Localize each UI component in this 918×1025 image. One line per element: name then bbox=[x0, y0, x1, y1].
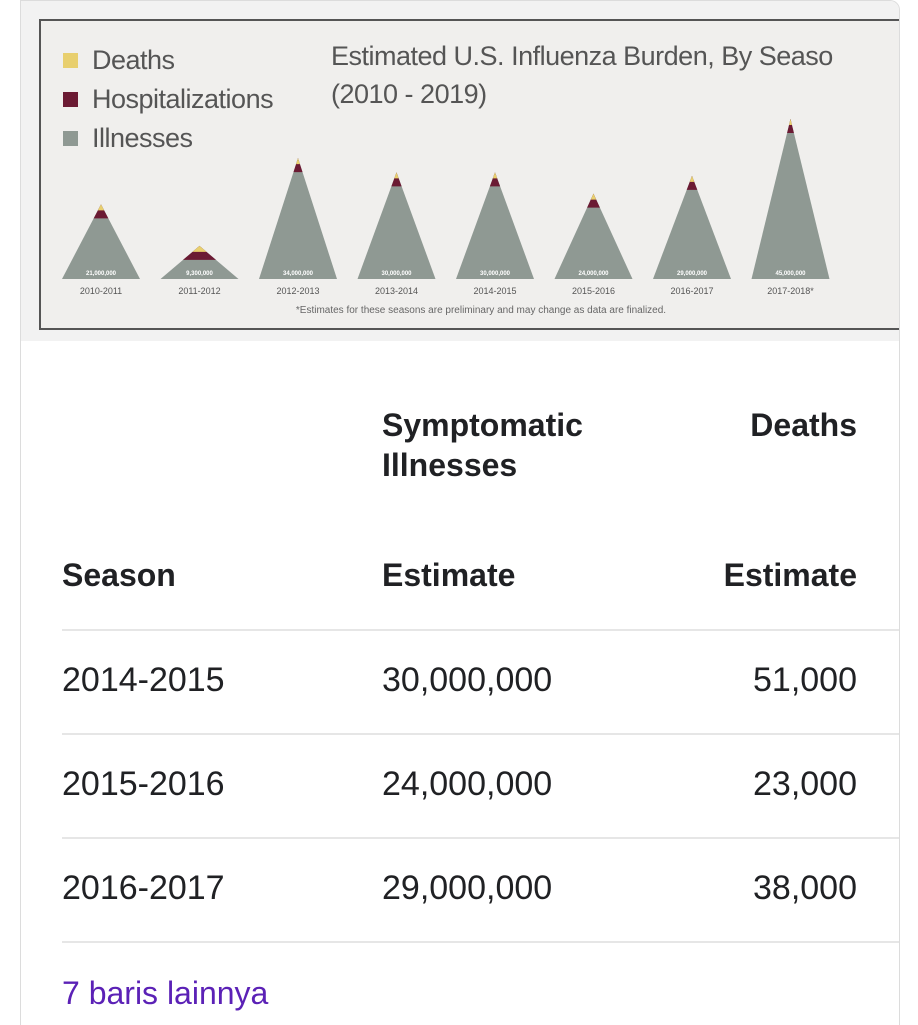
illness-cell: 29,000,000 bbox=[382, 869, 553, 907]
header-deaths: Deaths bbox=[750, 407, 857, 443]
legend-label: Illnesses bbox=[92, 123, 193, 153]
illness-peak bbox=[554, 193, 633, 279]
death-tip bbox=[192, 245, 207, 252]
illness-peak bbox=[751, 119, 830, 279]
hospitalization-cap bbox=[93, 204, 109, 219]
more-rows-link[interactable]: 7 baris lainnya bbox=[62, 975, 269, 1011]
season-tick-label: 2017-2018* bbox=[767, 286, 814, 296]
deaths-cell: 23,000 bbox=[753, 765, 857, 803]
legend-item-illnesses: Illnesses bbox=[63, 119, 273, 158]
season-tick-label: 2013-2014 bbox=[375, 286, 418, 296]
hospitalization-cap bbox=[686, 175, 698, 190]
chart-image[interactable]: Deaths Hospitalizations Illnesses Estima… bbox=[21, 1, 899, 341]
table-row: 2016-2017 29,000,000 38,000 bbox=[62, 837, 899, 943]
death-tip bbox=[689, 175, 695, 182]
hospitalization-cap bbox=[787, 119, 794, 133]
season-cell: 2015-2016 bbox=[62, 765, 225, 803]
legend-item-hospitalizations: Hospitalizations bbox=[63, 80, 274, 119]
illness-value-label: 21,000,000 bbox=[86, 271, 117, 277]
legend-swatch-illnesses bbox=[63, 131, 78, 146]
death-tip bbox=[492, 172, 498, 179]
illness-cell: 24,000,000 bbox=[382, 765, 553, 803]
hospitalization-cap bbox=[293, 158, 303, 173]
chart-title-line2: (2010 - 2019) bbox=[331, 79, 487, 109]
illness-value-label: 34,000,000 bbox=[283, 271, 314, 277]
chart-peaks: 21,000,000 2010-2011 9,300,000 2011-2012 34,… bbox=[62, 119, 830, 296]
chart-title-line1: Estimated U.S. Influenza Burden, By Seas… bbox=[331, 41, 833, 71]
season-cell: 2014-2015 bbox=[62, 661, 225, 699]
hospitalization-cap bbox=[182, 245, 217, 260]
legend-item-deaths: Deaths bbox=[63, 41, 273, 80]
header-illness-estimate: Estimate bbox=[382, 557, 516, 593]
death-tip bbox=[296, 158, 300, 165]
hospitalization-cap bbox=[489, 172, 501, 187]
table-divider bbox=[62, 941, 899, 945]
death-tip bbox=[97, 204, 105, 211]
result-card: Deaths Hospitalizations Illnesses Estima… bbox=[20, 0, 900, 1025]
death-tip bbox=[590, 193, 597, 200]
deaths-cell: 51,000 bbox=[753, 661, 857, 699]
chart-legend: Deaths Hospitalizations Illnesses bbox=[63, 41, 274, 158]
chart-footnote: *Estimates for these seasons are prelimi… bbox=[295, 305, 667, 316]
table-row: 2015-2016 24,000,000 23,000 bbox=[62, 733, 899, 839]
illness-peak bbox=[259, 158, 337, 279]
death-tip bbox=[394, 172, 399, 179]
illness-peak bbox=[160, 245, 239, 279]
season-cell: 2016-2017 bbox=[62, 869, 225, 907]
deaths-cell: 38,000 bbox=[753, 869, 857, 907]
illness-peak bbox=[62, 204, 140, 279]
illness-value-label: 9,300,000 bbox=[186, 271, 213, 277]
header-death-estimate: Estimate bbox=[723, 557, 857, 593]
illness-value-label: 30,000,000 bbox=[480, 271, 511, 277]
illness-value-label: 45,000,000 bbox=[775, 271, 806, 277]
season-tick-label: 2014-2015 bbox=[473, 286, 516, 296]
hospitalization-cap bbox=[391, 172, 402, 187]
legend-label: Deaths bbox=[92, 45, 175, 75]
season-tick-label: 2015-2016 bbox=[572, 286, 615, 296]
illness-peak bbox=[357, 172, 436, 279]
legend-label: Hospitalizations bbox=[92, 84, 274, 114]
season-tick-label: 2011-2012 bbox=[178, 286, 220, 296]
season-tick-label: 2012-2013 bbox=[276, 286, 319, 296]
illness-cell: 30,000,000 bbox=[382, 661, 553, 699]
illness-peak bbox=[456, 172, 534, 279]
illness-value-label: 29,000,000 bbox=[677, 271, 708, 277]
death-tip bbox=[789, 119, 792, 125]
influenza-burden-chart: Deaths Hospitalizations Illnesses Estima… bbox=[39, 19, 899, 330]
illness-value-label: 30,000,000 bbox=[381, 271, 412, 277]
legend-swatch-deaths bbox=[63, 53, 78, 68]
season-tick-label: 2016-2017 bbox=[670, 286, 713, 296]
hospitalization-cap bbox=[587, 193, 600, 208]
header-season: Season bbox=[62, 557, 176, 593]
table-row: 2014-2015 30,000,000 51,000 bbox=[62, 629, 899, 735]
illness-value-label: 24,000,000 bbox=[578, 271, 609, 277]
illness-peak bbox=[653, 175, 731, 279]
header-symptomatic-illnesses: Symptomatic Illnesses bbox=[382, 407, 583, 483]
season-tick-label: 2010-2011 bbox=[80, 286, 122, 296]
chart-title: Estimated U.S. Influenza Burden, By Seas… bbox=[331, 37, 833, 113]
legend-swatch-hospitalizations bbox=[63, 92, 78, 107]
